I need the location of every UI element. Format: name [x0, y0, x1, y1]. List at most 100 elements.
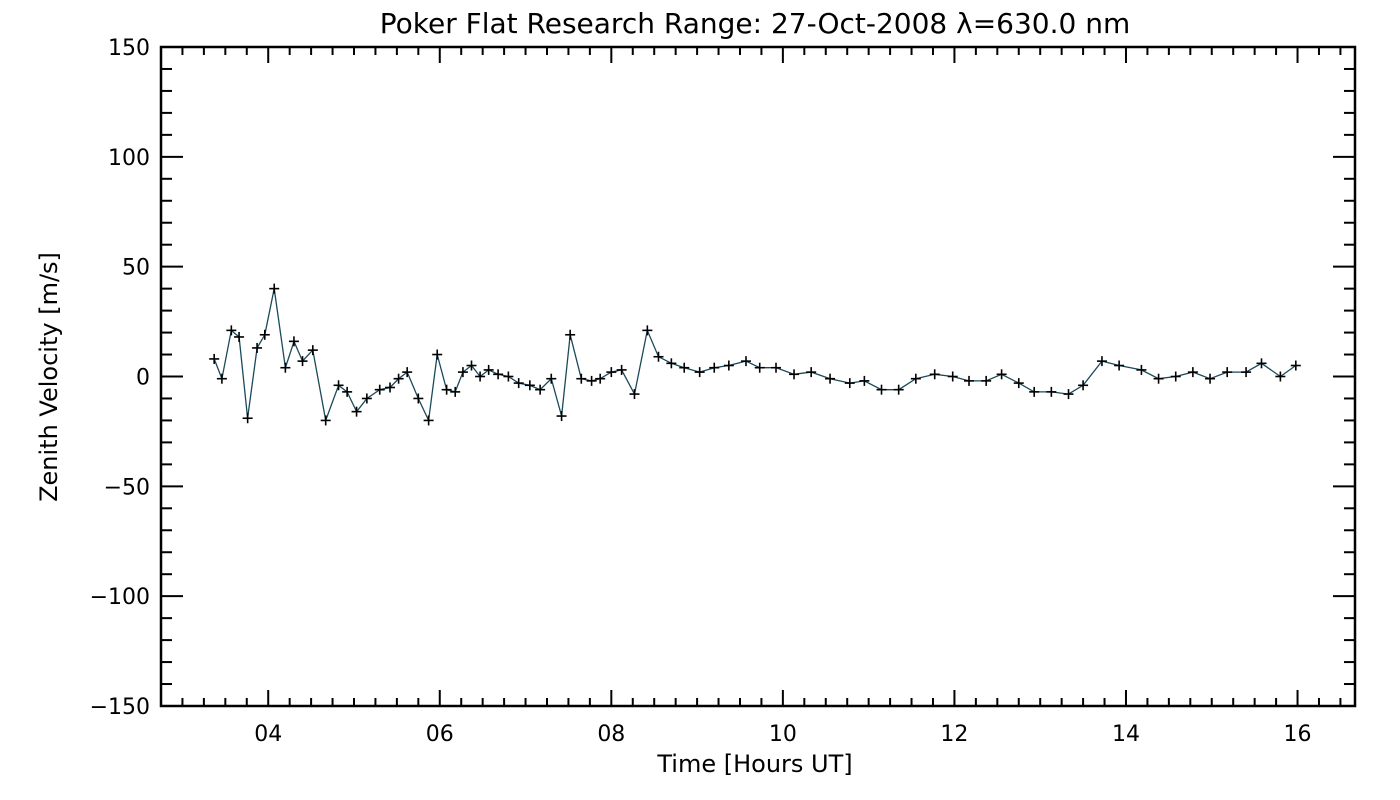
data-point-marker — [771, 362, 782, 373]
data-point-marker — [242, 413, 253, 424]
data-point-markers — [209, 283, 1301, 426]
data-point-marker — [209, 353, 220, 364]
data-point-marker — [789, 369, 800, 380]
y-axis-tick-labels: −150 −100 −50 0 50 100 150 — [90, 36, 150, 720]
data-point-marker — [475, 371, 486, 382]
data-point-marker — [1187, 367, 1198, 378]
y-tick-label: −100 — [90, 585, 150, 610]
data-point-marker — [226, 325, 237, 336]
data-point-marker — [806, 367, 817, 378]
data-point-marker — [307, 345, 318, 356]
data-point-marker — [1078, 380, 1089, 391]
data-point-marker — [402, 367, 413, 378]
x-tick-label: 08 — [597, 722, 625, 747]
chart-title: Poker Flat Research Range: 27-Oct-2008 λ… — [380, 7, 1131, 40]
data-point-marker — [859, 375, 870, 386]
data-point-marker — [252, 342, 263, 353]
data-point-marker — [483, 364, 494, 375]
data-point-marker — [1241, 367, 1252, 378]
data-point-marker — [493, 369, 504, 380]
data-point-marker — [629, 389, 640, 400]
data-point-marker — [216, 373, 227, 384]
data-point-marker — [1256, 358, 1267, 369]
data-point-marker — [947, 371, 958, 382]
data-point-marker — [259, 329, 270, 340]
data-point-marker — [565, 329, 576, 340]
data-point-marker — [1136, 364, 1147, 375]
data-point-marker — [694, 367, 705, 378]
data-point-marker — [393, 373, 404, 384]
data-point-marker — [297, 356, 308, 367]
data-point-marker — [723, 360, 734, 371]
data-point-marker — [876, 384, 887, 395]
data-point-marker — [513, 378, 524, 389]
data-point-marker — [450, 386, 461, 397]
data-point-marker — [423, 415, 434, 426]
data-point-marker — [595, 373, 606, 384]
data-point-marker — [413, 393, 424, 404]
data-point-marker — [374, 384, 385, 395]
data-point-marker — [929, 369, 940, 380]
data-point-marker — [441, 384, 452, 395]
x-axis-label: Time [Hours UT] — [656, 750, 852, 778]
x-tick-label: 10 — [769, 722, 797, 747]
data-point-marker — [351, 406, 362, 417]
y-axis-label: Zenith Velocity [m/s] — [35, 252, 63, 502]
y-tick-label: 150 — [108, 36, 150, 61]
x-tick-label: 16 — [1284, 722, 1312, 747]
data-point-marker — [269, 283, 280, 294]
data-point-marker — [910, 373, 921, 384]
data-point-marker — [457, 367, 468, 378]
y-tick-label: 0 — [136, 366, 150, 391]
data-point-marker — [1222, 367, 1233, 378]
data-point-marker — [1290, 360, 1301, 371]
data-point-marker — [546, 373, 557, 384]
y-tick-label: −50 — [104, 475, 150, 500]
data-point-marker — [666, 358, 677, 369]
x-tick-label: 14 — [1112, 722, 1140, 747]
y-tick-label: −150 — [90, 695, 150, 720]
data-point-marker — [466, 360, 477, 371]
data-point-marker — [234, 331, 245, 342]
x-tick-label: 12 — [940, 722, 968, 747]
data-point-marker — [320, 415, 331, 426]
x-tick-label: 04 — [254, 722, 282, 747]
data-point-marker — [996, 369, 1007, 380]
data-point-marker — [642, 325, 653, 336]
data-point-marker — [825, 373, 836, 384]
x-axis-tick-labels: 04 06 08 10 12 14 16 — [254, 722, 1311, 747]
data-point-marker — [616, 364, 627, 375]
data-point-marker — [524, 380, 535, 391]
y-tick-label: 100 — [108, 146, 150, 171]
data-point-marker — [1275, 371, 1286, 382]
data-point-marker — [679, 362, 690, 373]
data-point-marker — [576, 373, 587, 384]
data-point-marker — [535, 384, 546, 395]
data-point-marker — [586, 375, 597, 386]
data-point-marker — [1153, 373, 1164, 384]
data-point-marker — [964, 375, 975, 386]
data-point-marker — [1029, 386, 1040, 397]
x-tick-label: 06 — [426, 722, 454, 747]
data-point-marker — [709, 362, 720, 373]
data-point-marker — [288, 336, 299, 347]
data-point-marker — [556, 411, 567, 422]
data-point-marker — [893, 384, 904, 395]
data-point-marker — [653, 351, 664, 362]
data-point-marker — [1096, 356, 1107, 367]
data-point-marker — [333, 380, 344, 391]
data-point-marker — [1046, 386, 1057, 397]
data-point-marker — [432, 349, 443, 360]
data-point-marker — [844, 378, 855, 389]
axis-ticks — [160, 46, 1355, 707]
data-point-marker — [1170, 371, 1181, 382]
data-point-marker — [754, 362, 765, 373]
data-point-marker — [740, 356, 751, 367]
data-point-marker — [981, 375, 992, 386]
data-point-marker — [503, 371, 514, 382]
data-point-marker — [361, 393, 372, 404]
y-tick-label: 50 — [122, 256, 150, 281]
data-point-marker — [385, 382, 396, 393]
data-point-marker — [342, 386, 353, 397]
